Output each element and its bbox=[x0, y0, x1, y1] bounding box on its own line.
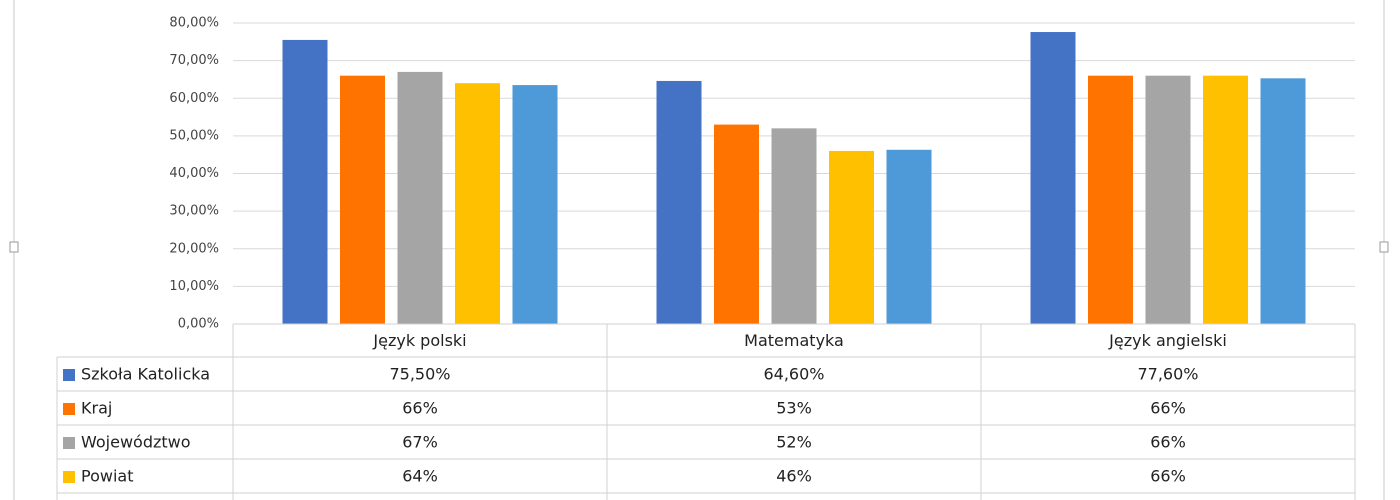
y-tick-label: 40,00% bbox=[169, 166, 219, 181]
y-tick-label: 10,00% bbox=[169, 279, 219, 294]
y-tick-label: 50,00% bbox=[169, 128, 219, 143]
bar bbox=[886, 149, 932, 324]
bar bbox=[1088, 75, 1133, 324]
bar bbox=[829, 150, 874, 324]
legend-label: Powiat bbox=[81, 467, 133, 486]
bar bbox=[771, 128, 817, 324]
bar bbox=[1260, 78, 1306, 324]
y-tick-label: 30,00% bbox=[169, 204, 219, 219]
data-label: 64,60% bbox=[763, 365, 824, 384]
bar bbox=[512, 85, 558, 324]
bar bbox=[1203, 75, 1248, 324]
legend-swatch bbox=[63, 403, 75, 415]
bar bbox=[1030, 32, 1076, 324]
y-tick-label: 0,00% bbox=[178, 317, 219, 332]
bar bbox=[340, 75, 385, 324]
legend-swatch bbox=[63, 437, 75, 449]
resize-handle[interactable] bbox=[1379, 241, 1389, 253]
category-label: Język polski bbox=[372, 331, 466, 350]
data-label: 64% bbox=[402, 467, 438, 486]
data-label: 67% bbox=[402, 433, 438, 452]
y-tick-label: 80,00% bbox=[169, 16, 219, 31]
bar bbox=[656, 80, 702, 324]
legend-swatch bbox=[63, 471, 75, 483]
bar bbox=[455, 83, 500, 324]
y-tick-label: 20,00% bbox=[169, 241, 219, 256]
data-label: 53% bbox=[776, 399, 812, 418]
category-label: Język angielski bbox=[1108, 331, 1227, 350]
data-label: 52% bbox=[776, 433, 812, 452]
resize-handle[interactable] bbox=[9, 241, 19, 253]
bar bbox=[397, 71, 443, 324]
legend-label: Kraj bbox=[81, 399, 112, 418]
data-label: 66% bbox=[1150, 433, 1186, 452]
data-label: 66% bbox=[1150, 399, 1186, 418]
data-label: 77,60% bbox=[1137, 365, 1198, 384]
bar bbox=[282, 39, 328, 325]
legend-label: Województwo bbox=[81, 433, 191, 452]
data-label: 75,50% bbox=[389, 365, 450, 384]
bar bbox=[714, 124, 759, 325]
y-tick-label: 70,00% bbox=[169, 53, 219, 68]
y-tick-label: 60,00% bbox=[169, 91, 219, 106]
category-label: Matematyka bbox=[744, 331, 844, 350]
legend-label: Szkoła Katolicka bbox=[81, 365, 210, 384]
data-label: 46% bbox=[776, 467, 812, 486]
bar bbox=[1145, 75, 1191, 324]
data-label: 66% bbox=[402, 399, 438, 418]
data-label: 66% bbox=[1150, 467, 1186, 486]
legend-swatch bbox=[63, 369, 75, 381]
